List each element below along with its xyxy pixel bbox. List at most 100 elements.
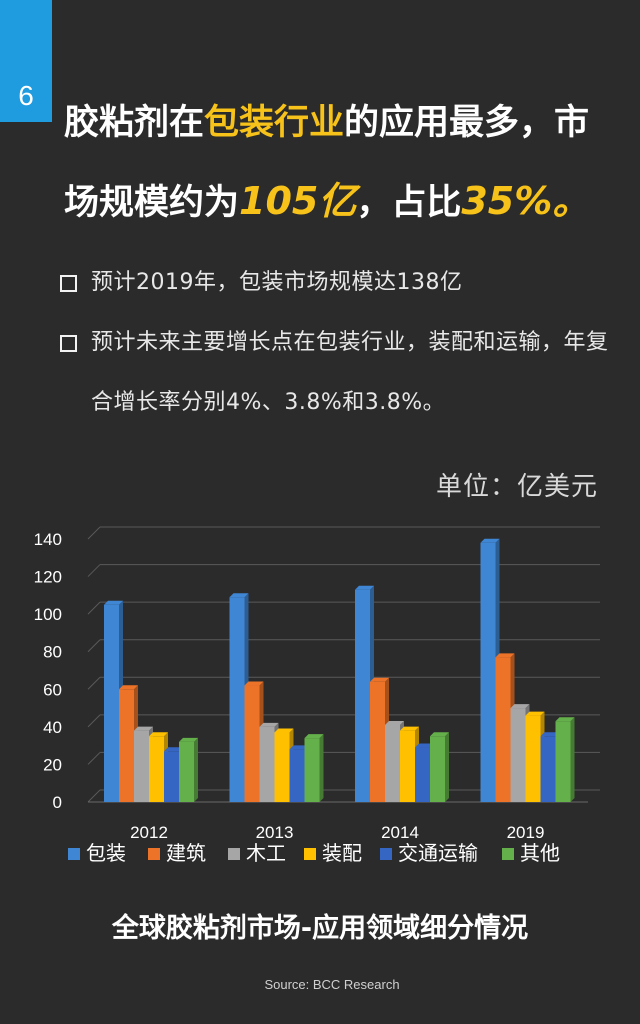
bar-top: [304, 734, 324, 739]
bar: [259, 726, 275, 802]
headline-highlight-value: 105亿: [239, 179, 357, 223]
bar: [119, 689, 134, 802]
bar: [274, 732, 290, 802]
bar-top: [259, 722, 279, 727]
bar: [370, 681, 385, 802]
bar: [179, 741, 194, 802]
y-tick-label: 120: [34, 568, 62, 587]
gridline-side: [87, 526, 101, 540]
legend-swatch: [502, 848, 514, 860]
x-tick-label: 2019: [507, 823, 545, 842]
y-tick-label: 100: [34, 605, 62, 624]
bar: [149, 736, 164, 802]
bar: [510, 708, 526, 802]
bar-top: [540, 732, 560, 737]
unit-label: 单位：亿美元: [435, 472, 598, 502]
bar: [244, 685, 260, 802]
bar-top: [480, 538, 500, 543]
bar-top: [244, 681, 264, 686]
bar-top: [510, 704, 530, 709]
bar-top: [385, 720, 404, 725]
y-tick-label: 0: [53, 793, 62, 812]
headline-line-2: 场规模约为105亿，占比35%。: [64, 162, 640, 242]
bar: [385, 724, 400, 802]
bar-top: [495, 653, 515, 658]
gridline-side: [87, 564, 101, 577]
legend-label: 装配: [322, 841, 362, 865]
bar: [555, 721, 571, 802]
bar-top: [274, 728, 294, 733]
bar-top: [555, 717, 575, 722]
bar-top: [164, 747, 183, 752]
headline-text: 场规模约为: [64, 183, 240, 223]
bar: [540, 736, 556, 802]
page-number-tab: 6: [0, 0, 52, 122]
bar: [289, 749, 305, 802]
gridline-side: [87, 601, 101, 615]
bar-top: [415, 743, 434, 748]
x-tick-label: 2012: [130, 823, 168, 842]
chart-title: 全球胶粘剂市场-应用领域细分情况: [111, 913, 529, 944]
headline-line-1: 胶粘剂在包装行业的应用最多，市: [64, 84, 640, 162]
bar-top: [289, 745, 309, 750]
gridline-side: [87, 714, 101, 728]
bar: [304, 738, 320, 802]
gridline-side: [87, 639, 101, 653]
legend-label: 木工: [246, 841, 286, 865]
legend-swatch: [380, 848, 392, 860]
legend-label: 交通运输: [398, 841, 478, 865]
bar-top: [179, 737, 198, 742]
headline-text: 的应用最多，市: [344, 103, 590, 143]
y-tick-label: 60: [43, 680, 62, 699]
bar-top: [355, 585, 374, 590]
legend-label: 包装: [86, 841, 126, 865]
bar: [134, 730, 149, 802]
bar-side: [570, 717, 575, 802]
gridline-side: [87, 789, 101, 803]
page-number: 6: [18, 80, 34, 111]
headline-highlight-percent: 35%。: [461, 179, 591, 223]
bullet-text: 预计2019年，包装市场规模达138亿: [91, 270, 463, 295]
bar: [430, 736, 445, 802]
bar: [355, 589, 370, 802]
bar-top: [400, 726, 419, 731]
source-label: Source: BCC Research: [264, 977, 400, 992]
bar: [104, 604, 119, 802]
bullet-item: 预计2019年，包装市场规模达138亿: [60, 268, 620, 298]
bar-top: [430, 732, 449, 737]
headline-text: 胶粘剂在: [64, 103, 205, 143]
bar-top: [104, 600, 123, 605]
bar-top: [119, 685, 138, 690]
bar-top: [370, 677, 389, 682]
bar-top: [149, 732, 168, 737]
bar: [164, 751, 179, 802]
headline-highlight: 包装行业: [204, 103, 345, 143]
legend-swatch: [148, 848, 160, 860]
bar-side: [194, 737, 198, 802]
y-tick-label: 40: [43, 718, 62, 737]
y-tick-label: 80: [43, 643, 62, 662]
square-bullet-icon: [60, 275, 77, 292]
bar: [400, 730, 415, 802]
bar-top: [525, 711, 545, 716]
bar-chart: 0 20 40 60 80 100 120 140 2012 2013 2014 2019 包装 建筑 木工…: [34, 526, 600, 865]
headline-text: ，占比: [356, 183, 462, 223]
square-bullet-icon: [60, 335, 77, 352]
bar: [480, 542, 496, 802]
bar: [525, 715, 541, 802]
bar-side: [445, 732, 449, 802]
bar-top: [134, 726, 153, 731]
bar: [229, 597, 245, 802]
bar: [495, 657, 511, 802]
gridline-side: [87, 752, 101, 765]
legend-swatch: [228, 848, 240, 860]
legend-label: 其他: [520, 841, 560, 865]
bar: [415, 747, 430, 802]
bar-side: [319, 734, 324, 802]
legend-label: 建筑: [166, 841, 206, 865]
legend-swatch: [68, 848, 80, 860]
headline: 胶粘剂在包装行业的应用最多，市 场规模约为105亿，占比35%。: [64, 84, 640, 242]
x-tick-label: 2013: [256, 823, 294, 842]
bullet-list: 预计2019年，包装市场规模达138亿 预计未来主要增长点在包装行业，装配和运输…: [60, 268, 620, 463]
y-tick-label: 20: [43, 755, 62, 774]
